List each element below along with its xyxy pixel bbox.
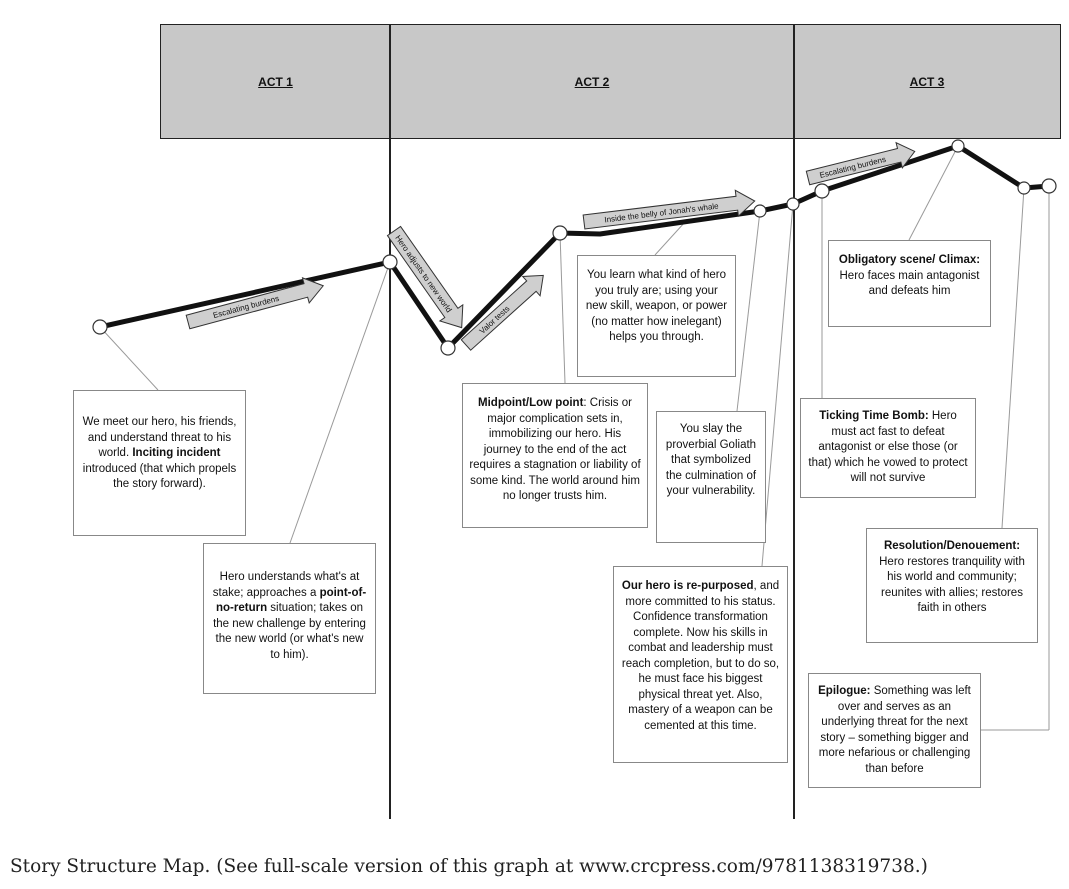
plot-point [382, 254, 398, 270]
act-1-label: ACT 1 [258, 75, 293, 89]
plot-point [552, 225, 568, 241]
plot-point [1017, 181, 1031, 195]
box-repurposed: Our hero is re-purposed, and more commit… [613, 566, 788, 763]
act-3-header [793, 24, 1061, 139]
leader-line [559, 232, 566, 384]
act-2-label: ACT 2 [574, 75, 610, 89]
plot-point [440, 340, 456, 356]
leader-line [654, 221, 686, 256]
plot-point [814, 183, 830, 199]
leader-line [1001, 187, 1025, 529]
box-meet-hero: We meet our hero, his friends, and under… [73, 390, 246, 536]
act-1-header [160, 24, 391, 139]
box-learn-hero: You learn what kind of hero you truly ar… [577, 255, 736, 377]
box-point-of-no-return: Hero understands what's at stake; approa… [203, 543, 376, 694]
leader-line [908, 145, 959, 241]
leader-line [736, 210, 761, 412]
box-ticking-time-bomb: Ticking Time Bomb: Hero must act fast to… [800, 398, 976, 498]
act-divider-2 [793, 24, 795, 819]
arrow-jonah: Inside the belly of Jonah's whale [582, 189, 756, 230]
act-divider-1 [389, 24, 391, 819]
plot-point [786, 197, 800, 211]
plot-point [92, 319, 108, 335]
box-climax: Obligatory scene/ Climax: Hero faces mai… [828, 240, 991, 327]
box-epilogue: Epilogue: Something was left over and se… [808, 673, 981, 788]
box-midpoint: Midpoint/Low point: Crisis or major comp… [462, 383, 648, 528]
leader-line [289, 261, 391, 544]
arrow-valor-tests: Valor tests [460, 274, 544, 351]
box-goliath: You slay the proverbial Goliath that sym… [656, 411, 766, 543]
leader-line [761, 203, 794, 567]
act-3-label: ACT 3 [909, 75, 945, 89]
plot-point [1041, 178, 1057, 194]
box-resolution: Resolution/Denouement: Hero restores tra… [866, 528, 1038, 643]
act-2-header [389, 24, 795, 139]
plot-point [951, 139, 965, 153]
leader-line [99, 326, 159, 391]
figure-caption: Story Structure Map. (See full-scale ver… [10, 856, 928, 877]
arrow-label: Hero adjusts to new world [393, 234, 453, 315]
plot-point [753, 204, 767, 218]
